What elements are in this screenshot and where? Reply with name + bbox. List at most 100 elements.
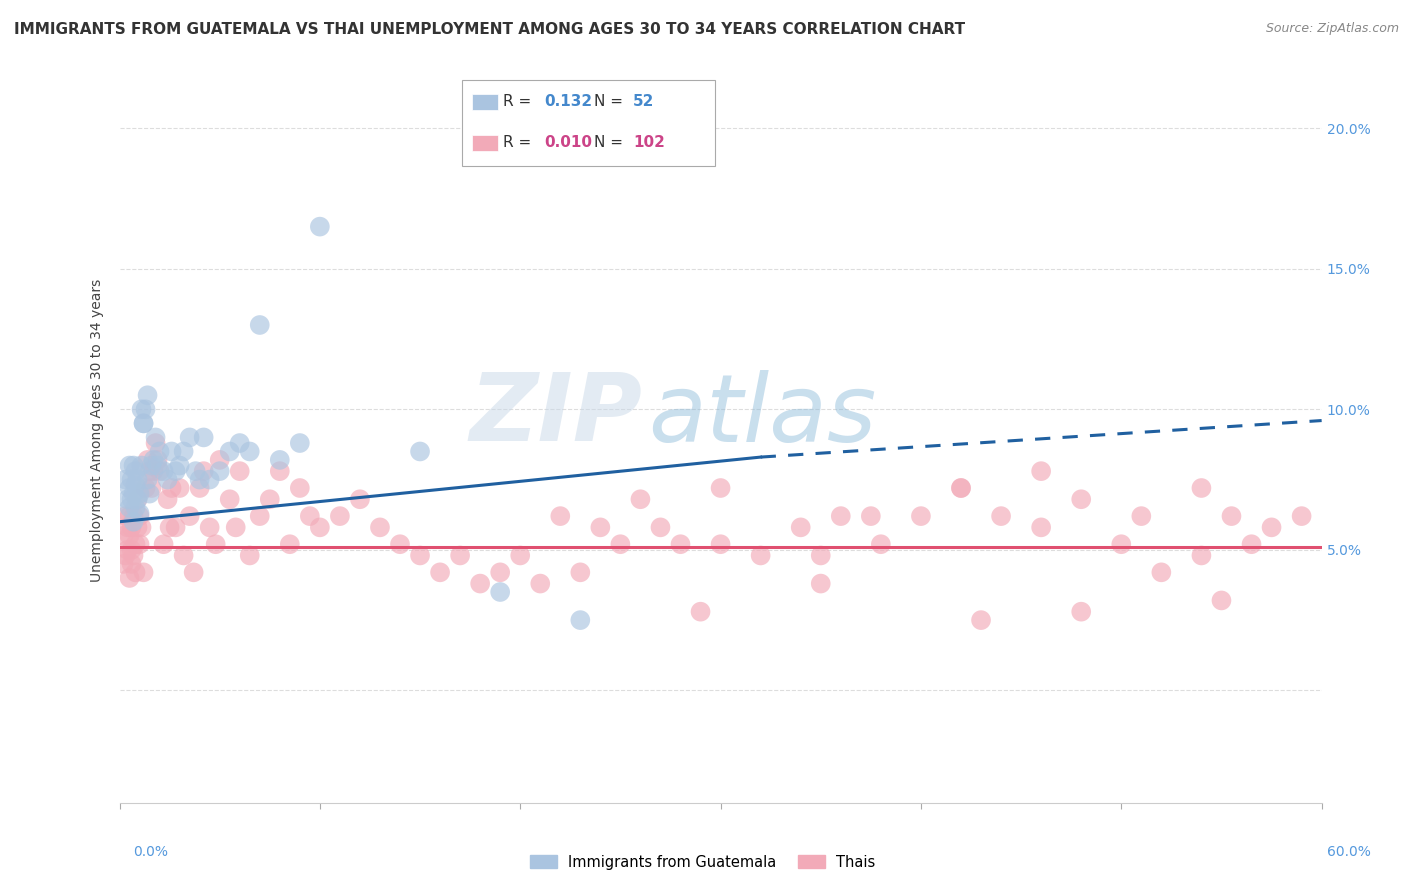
- Point: [128, 506, 150, 520]
- Point: [669, 537, 692, 551]
- Point: [188, 481, 211, 495]
- Point: [114, 549, 136, 563]
- Point: [429, 566, 451, 580]
- Point: [790, 520, 813, 534]
- Point: [159, 520, 181, 534]
- Point: [114, 473, 136, 487]
- Point: [269, 464, 291, 478]
- Point: [208, 464, 231, 478]
- Point: [198, 473, 221, 487]
- Point: [114, 509, 136, 524]
- Point: [650, 520, 672, 534]
- Text: N =: N =: [595, 94, 628, 109]
- Point: [990, 509, 1012, 524]
- Bar: [472, 135, 498, 151]
- Point: [950, 481, 973, 495]
- Point: [121, 492, 143, 507]
- Point: [228, 436, 252, 450]
- Point: [749, 549, 772, 563]
- Point: [188, 473, 211, 487]
- Point: [122, 515, 145, 529]
- Point: [132, 417, 155, 431]
- Point: [124, 566, 146, 580]
- FancyBboxPatch shape: [463, 80, 714, 166]
- Point: [132, 566, 155, 580]
- Point: [121, 557, 143, 571]
- Point: [118, 481, 141, 495]
- Point: [138, 464, 160, 478]
- Point: [859, 509, 882, 524]
- Point: [368, 520, 391, 534]
- Point: [1070, 605, 1092, 619]
- Point: [118, 529, 141, 543]
- Point: [1029, 520, 1052, 534]
- Point: [269, 453, 291, 467]
- Point: [1191, 549, 1213, 563]
- Point: [449, 549, 471, 563]
- Point: [124, 537, 146, 551]
- Point: [529, 576, 551, 591]
- Point: [145, 436, 167, 450]
- Point: [118, 571, 141, 585]
- Point: [118, 509, 141, 524]
- Point: [135, 402, 157, 417]
- Point: [1029, 464, 1052, 478]
- Point: [112, 529, 135, 543]
- Point: [259, 492, 281, 507]
- Point: [122, 509, 145, 524]
- Point: [489, 566, 512, 580]
- Point: [228, 464, 252, 478]
- Point: [128, 486, 150, 500]
- Text: IMMIGRANTS FROM GUATEMALA VS THAI UNEMPLOYMENT AMONG AGES 30 TO 34 YEARS CORRELA: IMMIGRANTS FROM GUATEMALA VS THAI UNEMPL…: [14, 22, 965, 37]
- Point: [132, 417, 155, 431]
- Point: [1240, 537, 1263, 551]
- Text: N =: N =: [595, 135, 628, 150]
- Point: [165, 520, 187, 534]
- Point: [184, 464, 207, 478]
- Y-axis label: Unemployment Among Ages 30 to 34 years: Unemployment Among Ages 30 to 34 years: [90, 279, 104, 582]
- Point: [149, 444, 172, 458]
- Point: [1191, 481, 1213, 495]
- Point: [569, 613, 592, 627]
- Point: [709, 481, 731, 495]
- Point: [121, 520, 143, 534]
- Point: [278, 537, 301, 551]
- Point: [138, 486, 160, 500]
- Point: [1150, 566, 1173, 580]
- Point: [124, 464, 146, 478]
- Point: [569, 566, 592, 580]
- Point: [117, 492, 139, 507]
- Point: [156, 473, 179, 487]
- Point: [309, 219, 332, 234]
- Point: [117, 542, 139, 557]
- Point: [239, 549, 262, 563]
- Point: [169, 481, 191, 495]
- Point: [152, 464, 174, 478]
- Point: [124, 500, 146, 515]
- Point: [388, 537, 412, 551]
- Text: atlas: atlas: [648, 370, 877, 461]
- Point: [1070, 492, 1092, 507]
- Point: [218, 492, 240, 507]
- Text: R =: R =: [503, 94, 536, 109]
- Point: [298, 509, 321, 524]
- Point: [127, 520, 149, 534]
- Point: [249, 318, 271, 332]
- Point: [121, 473, 143, 487]
- Point: [810, 576, 832, 591]
- Point: [127, 473, 149, 487]
- Legend: Immigrants from Guatemala, Thais: Immigrants from Guatemala, Thais: [524, 849, 882, 876]
- Text: 0.010: 0.010: [544, 135, 592, 150]
- Point: [208, 453, 231, 467]
- Text: Source: ZipAtlas.com: Source: ZipAtlas.com: [1265, 22, 1399, 36]
- Point: [183, 566, 205, 580]
- Point: [124, 478, 146, 492]
- Point: [160, 444, 183, 458]
- Text: 0.0%: 0.0%: [134, 845, 169, 859]
- Point: [910, 509, 932, 524]
- Point: [122, 549, 145, 563]
- Point: [550, 509, 572, 524]
- Point: [179, 430, 201, 444]
- Point: [329, 509, 352, 524]
- Point: [869, 537, 893, 551]
